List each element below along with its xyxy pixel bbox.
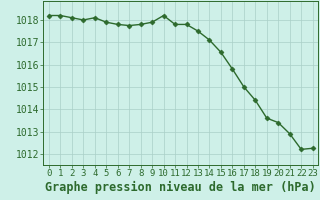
X-axis label: Graphe pression niveau de la mer (hPa): Graphe pression niveau de la mer (hPa) [45,181,316,194]
